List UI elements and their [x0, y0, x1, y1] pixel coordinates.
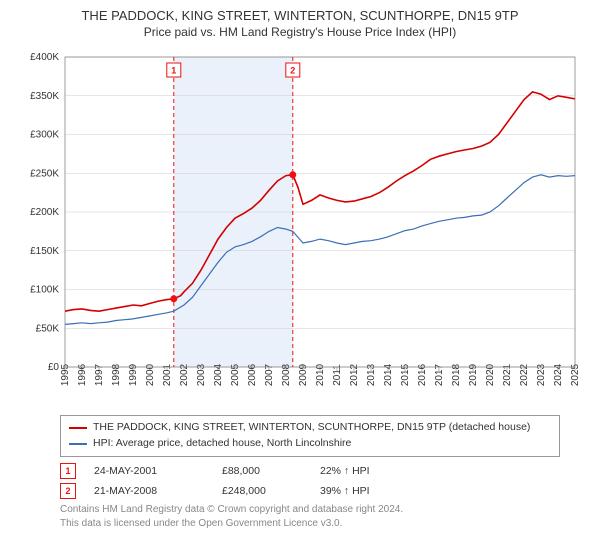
sale-date: 21-MAY-2008 [94, 485, 204, 497]
footer-line-1: Contains HM Land Registry data © Crown c… [60, 503, 560, 517]
legend-label: HPI: Average price, detached house, Nort… [93, 436, 351, 452]
sale-row: 1 24-MAY-2001 £88,000 22% ↑ HPI [60, 463, 560, 479]
svg-text:£400K: £400K [30, 52, 59, 63]
legend-label: THE PADDOCK, KING STREET, WINTERTON, SCU… [93, 420, 530, 436]
chart-title: THE PADDOCK, KING STREET, WINTERTON, SCU… [10, 8, 590, 23]
sale-row: 2 21-MAY-2008 £248,000 39% ↑ HPI [60, 483, 560, 499]
svg-text:£0: £0 [48, 362, 60, 373]
svg-text:£200K: £200K [30, 207, 59, 218]
sale-price: £248,000 [222, 485, 302, 497]
svg-text:£250K: £250K [30, 168, 59, 179]
sale-ratio: 39% ↑ HPI [320, 485, 400, 497]
legend-row: HPI: Average price, detached house, Nort… [69, 436, 551, 452]
svg-text:2: 2 [290, 66, 295, 76]
chart-legend: THE PADDOCK, KING STREET, WINTERTON, SCU… [60, 415, 560, 457]
svg-text:1: 1 [171, 66, 176, 76]
price-chart: £0 £50K £100K £150K £200K £250K £300K £350K £400… [10, 49, 590, 409]
footer-line-2: This data is licensed under the Open Gov… [60, 517, 560, 531]
legend-row: THE PADDOCK, KING STREET, WINTERTON, SCU… [69, 420, 551, 436]
chart-subtitle: Price paid vs. HM Land Registry's House … [10, 25, 590, 39]
sale-ratio: 22% ↑ HPI [320, 465, 400, 477]
svg-text:£50K: £50K [36, 323, 60, 334]
sale-date: 24-MAY-2001 [94, 465, 204, 477]
chart-svg: £0 £50K £100K £150K £200K £250K £300K £350K £400… [10, 49, 590, 409]
legend-swatch [69, 443, 87, 445]
svg-text:£150K: £150K [30, 246, 59, 257]
svg-text:£300K: £300K [30, 130, 59, 141]
sales-table: 1 24-MAY-2001 £88,000 22% ↑ HPI 2 21-MAY-2008… [60, 463, 560, 499]
sale-badge: 1 [60, 463, 76, 479]
sale-price: £88,000 [222, 465, 302, 477]
legend-swatch [69, 427, 87, 429]
svg-text:£100K: £100K [30, 285, 59, 296]
sale-badge: 2 [60, 483, 76, 499]
footer-attribution: Contains HM Land Registry data © Crown c… [60, 503, 560, 531]
svg-text:£350K: £350K [30, 91, 59, 102]
